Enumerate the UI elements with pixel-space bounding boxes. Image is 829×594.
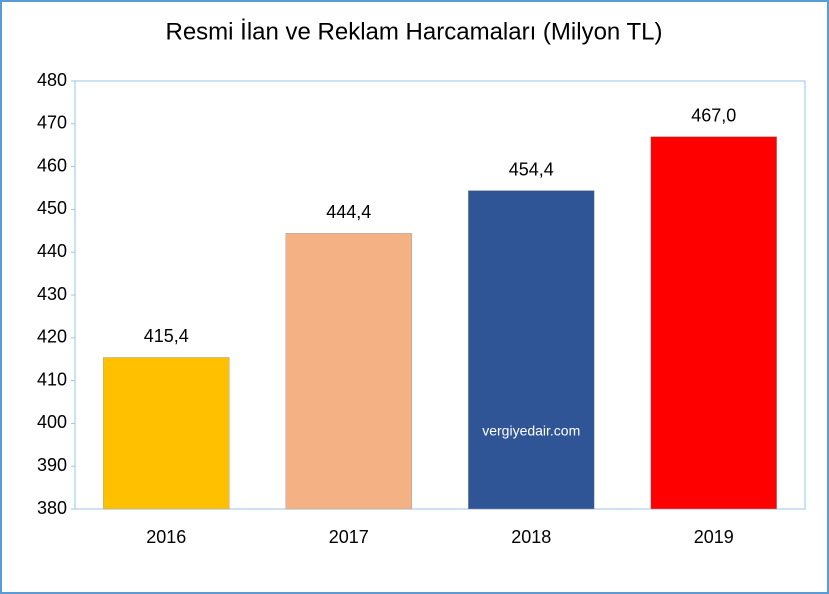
bar — [103, 357, 230, 510]
y-tick-label: 380 — [37, 498, 67, 518]
y-tick-label: 460 — [37, 155, 67, 175]
y-tick-label: 400 — [37, 412, 67, 432]
y-tick-label: 390 — [37, 455, 67, 475]
y-tick-label: 470 — [37, 113, 67, 133]
y-tick-label: 420 — [37, 327, 67, 347]
data-label: 454,4 — [509, 159, 554, 179]
data-label: 444,4 — [326, 202, 371, 222]
x-tick-label: 2016 — [146, 527, 186, 547]
bar — [468, 190, 595, 510]
y-tick-label: 410 — [37, 369, 67, 389]
x-tick-label: 2017 — [329, 527, 369, 547]
y-tick-label: 440 — [37, 241, 67, 261]
y-tick-label: 450 — [37, 198, 67, 218]
x-tick-label: 2019 — [694, 527, 734, 547]
y-tick-label: 480 — [37, 70, 67, 90]
x-tick-label: 2018 — [511, 527, 551, 547]
watermark: vergiyedair.com — [482, 423, 580, 439]
bar — [285, 233, 412, 510]
data-label: 467,0 — [691, 105, 736, 125]
bar — [650, 136, 777, 510]
chart-title: Resmi İlan ve Reklam Harcamaları (Milyon… — [165, 18, 662, 45]
y-tick-label: 430 — [37, 284, 67, 304]
data-label: 415,4 — [144, 326, 189, 346]
